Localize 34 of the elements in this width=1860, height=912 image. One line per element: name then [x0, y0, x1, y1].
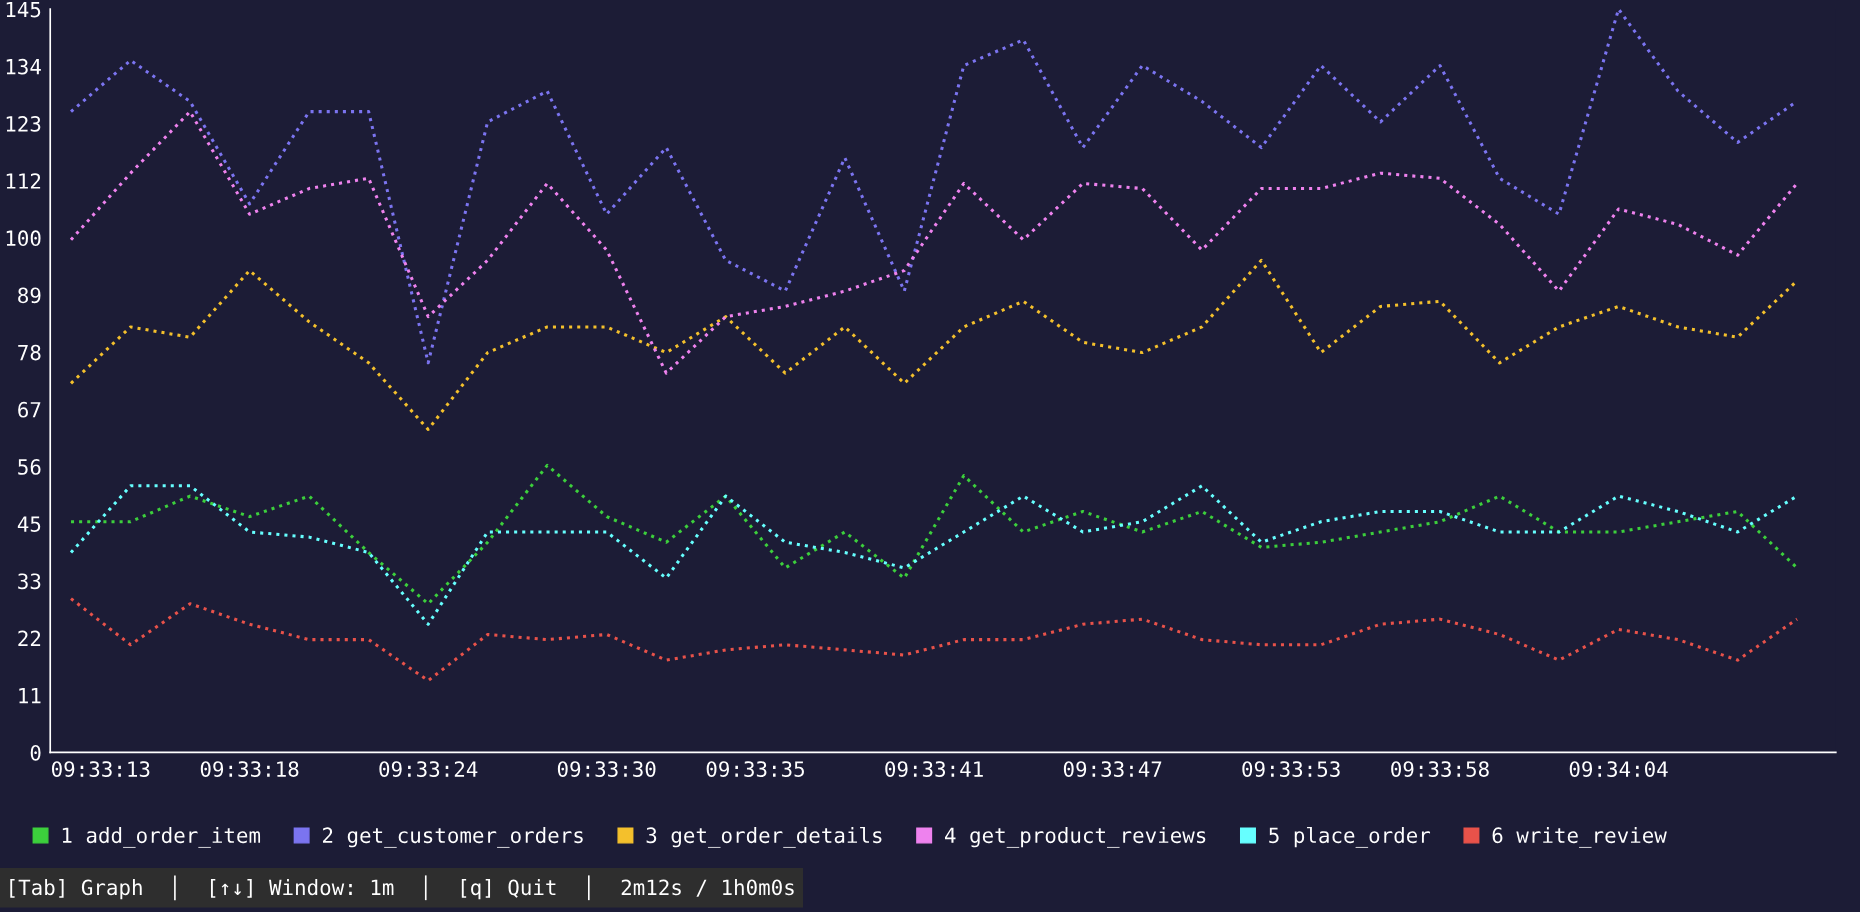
line-series: [69, 463, 1799, 606]
x-tick-label: 09:33:47: [1063, 761, 1162, 777]
x-tick-label: 09:33:18: [200, 761, 299, 777]
y-tick-label: 22: [18, 630, 41, 647]
line-series: [69, 110, 1799, 375]
y-tick-label: 56: [18, 459, 41, 475]
line-series: [69, 597, 1799, 683]
y-tick-label: 33: [18, 573, 41, 590]
x-tick-label: 09:33:30: [557, 761, 656, 777]
text: [Tab] Graph │ [↑↓] Window: 1m │ [q] Quit │ 2m12s / 1h0m0s: [10, 875, 794, 901]
y-tick-label: 89: [18, 287, 41, 304]
y-tick-label: 134: [6, 58, 41, 75]
x-tick-label: 09:34:04: [1569, 761, 1668, 777]
y-tick-label: 78: [18, 344, 41, 361]
y-tick-label: 123: [6, 115, 41, 132]
legend-label: 3 get_order_details: [646, 826, 882, 848]
legend-label: 5 place_order: [1269, 826, 1431, 848]
legend-label: 2 get_customer_orders: [322, 827, 583, 848]
y-tick-label: 112: [6, 173, 41, 189]
x-tick-label: 09:33:13: [51, 761, 150, 777]
x-tick-label: 09:33:58: [1391, 761, 1489, 777]
y-tick-label: 145: [6, 1, 41, 18]
y-tick-label: 0: [30, 744, 41, 761]
y-tick-label: 100: [6, 230, 41, 247]
x-tick-label: 09:33:41: [885, 761, 983, 777]
legend-label: 1 add_order_item: [62, 827, 261, 848]
legend-label: 6 write_review: [1492, 827, 1667, 848]
x-tick-label: 09:33:24: [379, 761, 478, 777]
y-tick-label: 45: [17, 516, 41, 532]
x-tick-label: 09:33:53: [1242, 761, 1340, 777]
x-tick-label: 09:33:35: [706, 761, 804, 777]
y-tick-label: 11: [19, 688, 41, 704]
legend-label: 4 get_product_reviews: [945, 827, 1206, 848]
y-tick-label: 67: [18, 401, 41, 418]
